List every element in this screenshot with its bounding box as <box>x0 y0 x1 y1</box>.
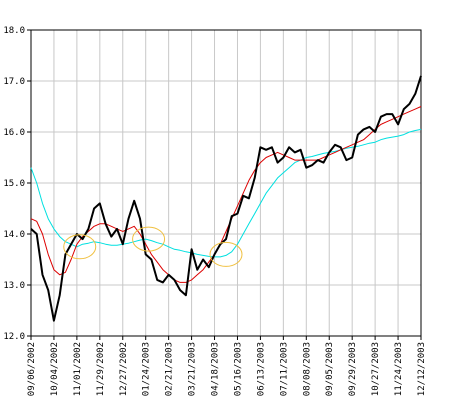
x-tick-label: 09/05/2003 <box>325 342 335 396</box>
x-axis: 09/06/2002 10/04/2002 11/01/2002 11/29/2002… <box>27 336 427 396</box>
x-tick-label: 11/01/2002 <box>73 342 83 396</box>
series-lines <box>30 75 422 322</box>
x-tick-label: 07/11/2003 <box>279 342 289 396</box>
x-tick-label: 03/21/2003 <box>188 342 198 396</box>
crossover-marker <box>132 226 166 252</box>
crossover-markers <box>63 226 243 267</box>
x-tick-label: 09/06/2002 <box>27 342 37 396</box>
x-tick-label: 01/24/2003 <box>142 342 152 396</box>
x-tick-label: 06/13/2003 <box>256 342 266 396</box>
y-tick-label: 15.0 <box>3 179 25 189</box>
x-tick-label: 10/27/2003 <box>371 342 381 396</box>
x-tick-label: 11/24/2003 <box>394 342 404 396</box>
x-tick-label: 10/04/2002 <box>50 342 60 396</box>
y-tick-label: 16.0 <box>3 128 25 138</box>
crossover-marker <box>63 234 97 260</box>
x-tick-label: 04/18/2003 <box>211 342 221 396</box>
x-tick-label: 12/12/2003 <box>417 342 427 396</box>
y-tick-label: 13.0 <box>3 281 25 291</box>
y-tick-label: 17.0 <box>3 77 25 87</box>
y-tick-label: 14.0 <box>3 230 25 240</box>
x-tick-label: 12/27/2002 <box>119 342 129 396</box>
x-tick-label: 09/29/2003 <box>348 342 358 396</box>
x-tick-label: 05/16/2003 <box>233 342 243 396</box>
x-tick-label: 02/21/2003 <box>165 342 175 396</box>
grid <box>30 29 422 337</box>
y-tick-label: 18.0 <box>3 26 25 36</box>
crossover-marker <box>209 241 243 267</box>
y-axis: 12.0 13.0 14.0 15.0 16.0 17.0 18.0 <box>3 26 31 342</box>
y-tick-label: 12.0 <box>3 332 25 342</box>
series-line-ma-long <box>30 128 422 258</box>
x-tick-label: 11/29/2002 <box>96 342 106 396</box>
x-tick-label: 08/08/2003 <box>302 342 312 396</box>
series-line-price <box>30 75 422 322</box>
